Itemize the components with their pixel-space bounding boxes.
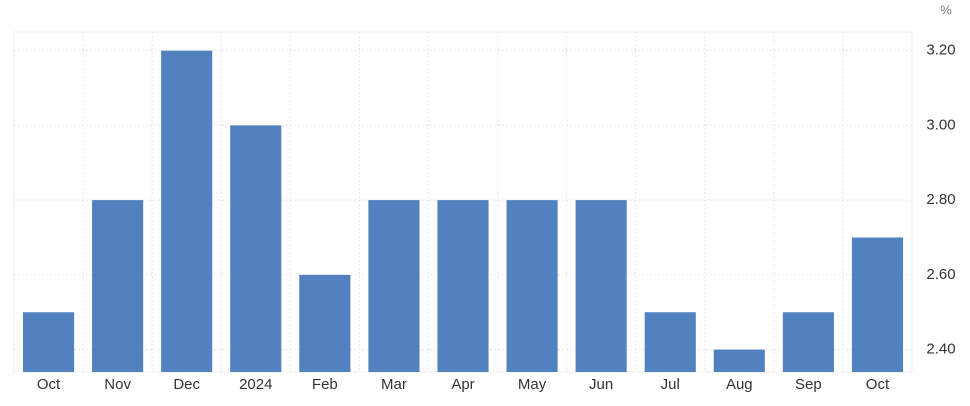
x-tick-label: Nov xyxy=(104,376,131,393)
bar xyxy=(644,312,696,372)
x-tick-label: Dec xyxy=(173,376,200,393)
bar xyxy=(851,237,904,372)
y-tick-label: 3.20 xyxy=(926,42,955,59)
x-tick-label: Apr xyxy=(451,376,474,393)
bar xyxy=(506,200,558,372)
bar xyxy=(299,274,351,372)
x-tick-label: May xyxy=(518,376,547,393)
bar xyxy=(575,200,627,372)
x-tick-label: Feb xyxy=(312,376,338,393)
y-tick-label: 2.60 xyxy=(926,266,955,283)
x-tick-label: Jul xyxy=(661,376,680,393)
x-tick-label: Oct xyxy=(866,376,890,393)
bar xyxy=(161,50,213,372)
y-tick-label: 3.00 xyxy=(926,116,955,133)
bar xyxy=(782,312,834,372)
bar xyxy=(368,200,420,372)
bar xyxy=(713,349,765,372)
x-tick-label: Oct xyxy=(37,376,61,393)
bar xyxy=(92,200,144,372)
x-tick-label: Jun xyxy=(589,376,613,393)
y-tick-label: 2.40 xyxy=(926,341,955,358)
unit-label: % xyxy=(940,2,952,17)
y-tick-label: 2.80 xyxy=(926,191,955,208)
x-tick-label: 2024 xyxy=(239,376,272,393)
bar xyxy=(437,200,489,372)
x-tick-label: Mar xyxy=(381,376,407,393)
x-tick-label: Aug xyxy=(726,376,753,393)
bar xyxy=(22,312,75,372)
x-tick-label: Sep xyxy=(795,376,822,393)
bar xyxy=(230,125,282,373)
